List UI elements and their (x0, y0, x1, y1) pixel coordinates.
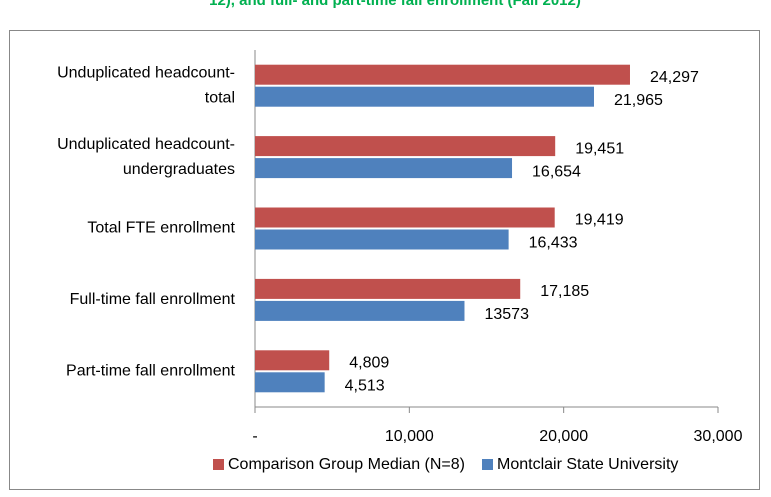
y-tick-label: Full-time fall enrollment (70, 291, 236, 308)
y-tick-label: Unduplicated headcount- (57, 64, 235, 81)
x-tick-label: 20,000 (539, 428, 588, 445)
y-tick-label: undergraduates (123, 161, 235, 178)
bar (255, 207, 555, 228)
y-tick-label: Unduplicated headcount- (57, 136, 235, 153)
y-tick-label: Total FTE enrollment (87, 220, 235, 237)
value-label: 21,965 (614, 92, 663, 109)
legend-swatch (213, 459, 224, 470)
bar (255, 158, 513, 179)
value-label: 4,513 (345, 378, 385, 395)
value-label: 16,654 (532, 163, 581, 180)
bar (255, 229, 509, 250)
x-tick-label: 30,000 (694, 428, 743, 445)
x-tick-label: 10,000 (385, 428, 434, 445)
chart-frame (9, 30, 760, 490)
legend-label: Comparison Group Median (N=8) (228, 456, 465, 473)
bar (255, 300, 465, 321)
y-tick-label: total (205, 89, 235, 106)
bar (255, 136, 556, 157)
value-label: 13573 (484, 306, 529, 323)
legend-label: Montclair State University (497, 456, 678, 473)
bar (255, 350, 330, 371)
bar (255, 64, 630, 85)
y-tick-label: Part-time fall enrollment (66, 363, 236, 380)
legend-swatch (482, 459, 493, 470)
value-label: 16,433 (529, 235, 578, 252)
bar (255, 372, 325, 393)
chart-title: 12), and full- and part-time fall enroll… (209, 0, 581, 9)
value-label: 24,297 (650, 69, 699, 86)
value-label: 19,419 (575, 212, 624, 229)
x-tick-label: - (252, 428, 257, 445)
bar (255, 86, 594, 107)
bar (255, 278, 521, 299)
value-label: 17,185 (540, 283, 589, 300)
value-label: 4,809 (349, 355, 389, 372)
value-label: 19,451 (575, 140, 624, 157)
